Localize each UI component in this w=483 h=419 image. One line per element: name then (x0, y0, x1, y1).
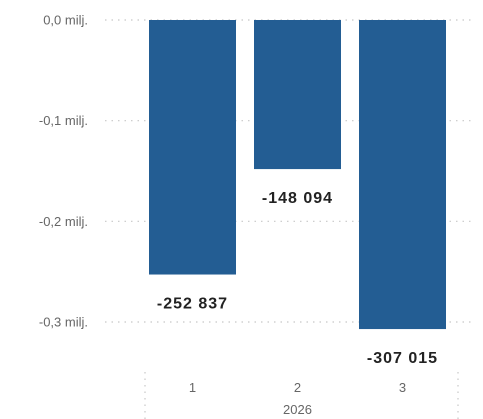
y-tick-label: -0,3 milj. (39, 315, 88, 330)
x-tick-label: 1 (189, 380, 196, 395)
data-label: -307 015 (367, 350, 438, 367)
y-tick-label: -0,1 milj. (39, 113, 88, 128)
data-label: -252 837 (157, 296, 228, 313)
x-tick-label: 3 (399, 380, 406, 395)
x-group-label: 2026 (283, 402, 312, 417)
y-tick-label: 0,0 milj. (43, 13, 88, 28)
bar-3[interactable] (359, 20, 446, 330)
y-tick-label: -0,2 milj. (39, 214, 88, 229)
bar-2[interactable] (254, 20, 341, 170)
data-label: -148 094 (262, 190, 333, 207)
x-tick-label: 2 (294, 380, 301, 395)
bar-1[interactable] (149, 20, 236, 275)
